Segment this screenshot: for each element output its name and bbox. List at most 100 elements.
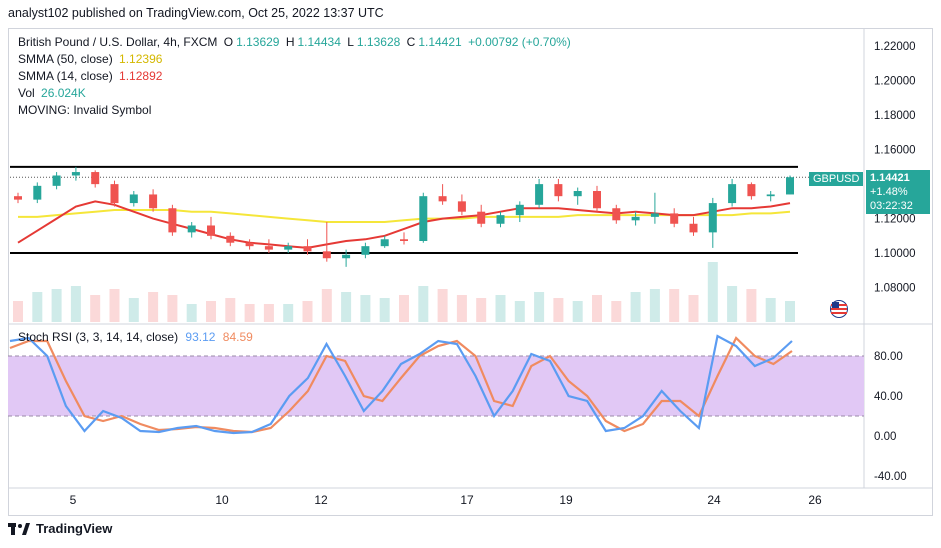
footer-brand[interactable]: TradingView (36, 521, 113, 536)
time-tick-label: 26 (808, 493, 822, 507)
smma50-line (18, 209, 791, 223)
volume-bar (553, 298, 564, 322)
stoch-tick-label: -40.00 (874, 471, 907, 483)
volume-bar (746, 289, 757, 322)
candle-body (380, 239, 389, 247)
candle-body (400, 239, 408, 241)
smma50-label[interactable]: SMMA (50, close) (18, 52, 113, 66)
volume-bar (456, 295, 467, 322)
volume-bar (399, 295, 409, 322)
volume-bar (611, 301, 622, 322)
high-label: H (285, 35, 295, 49)
volume-bar (186, 304, 197, 322)
smma50-value: 1.12396 (119, 52, 163, 66)
vol-label[interactable]: Vol (18, 86, 35, 100)
open-label: O (223, 35, 234, 49)
stoch-tick-label: 80.00 (874, 351, 903, 363)
candle-body (438, 196, 447, 202)
price-tick-label: 1.18000 (874, 110, 916, 122)
candle-body (535, 184, 544, 205)
volume-bar (90, 295, 101, 322)
candle-body (129, 194, 138, 204)
volume-bar (360, 295, 371, 322)
candle-body (728, 184, 737, 204)
volume-bar (206, 301, 216, 322)
volume-bar (225, 298, 236, 322)
volume-bar (302, 301, 313, 322)
candle-body (187, 225, 196, 233)
price-badge: 1.14421 +1.48% 03:22:32 (866, 170, 930, 214)
candle-body (284, 246, 293, 250)
volume-bar (32, 292, 43, 322)
volume-layer (13, 262, 795, 322)
candle-body (747, 184, 756, 197)
candle-body (110, 184, 119, 204)
volume-bar (572, 301, 583, 322)
stoch-label[interactable]: Stoch RSI (3, 3, 14, 14, close) (18, 330, 179, 344)
volume-bar (669, 289, 680, 322)
low-label: L (347, 35, 354, 49)
volume-bar (495, 295, 506, 322)
volume-bar (534, 292, 545, 322)
volume-bar (418, 286, 429, 322)
volume-bar (167, 295, 178, 322)
candle-body (670, 213, 679, 224)
volume-bar (649, 289, 660, 322)
candle-body (419, 196, 428, 241)
stoch-k-value: 93.12 (185, 330, 216, 344)
close-value: 1.14421 (418, 35, 462, 49)
price-tick-label: 1.16000 (874, 145, 916, 157)
candle-body (245, 242, 254, 247)
candle-body (303, 246, 312, 252)
candle-body (515, 204, 524, 216)
flag-icon[interactable] (830, 300, 848, 318)
candle-body (650, 213, 659, 217)
volume-bar (109, 289, 120, 322)
volume-bar (476, 298, 487, 322)
price-tick-label: 1.08000 (874, 283, 916, 295)
symbol-badge: GBPUSD (809, 172, 864, 186)
time-tick-label: 24 (707, 493, 721, 507)
candle-body (786, 177, 794, 195)
vol-value: 26.024K (41, 86, 86, 100)
candle-body (496, 215, 505, 224)
time-tick-label: 19 (559, 493, 573, 507)
price-badge-pct: +1.48% (870, 186, 908, 198)
open-value: 1.13629 (236, 35, 280, 49)
price-tick-label: 1.20000 (874, 76, 916, 88)
publisher-line: analyst102 published on TradingView.com,… (8, 6, 384, 20)
volume-bar (341, 292, 352, 322)
stoch-band (8, 356, 864, 416)
candle-body (361, 246, 370, 255)
smma14-label[interactable]: SMMA (14, close) (18, 69, 113, 83)
price-tick-label: 1.10000 (874, 248, 916, 260)
candle-body (149, 194, 158, 209)
volume-bar (514, 301, 525, 322)
candles-layer (14, 166, 794, 267)
volume-bar (263, 304, 274, 322)
price-tick-label: 1.22000 (874, 41, 916, 53)
volume-bar (51, 289, 62, 322)
candle-body (33, 185, 42, 200)
stoch-layer (8, 334, 864, 435)
chart-frame (8, 28, 933, 516)
price-badge-price: 1.14421 (870, 172, 910, 184)
moving-label[interactable]: MOVING: Invalid Symbol (18, 103, 152, 117)
candle-body (71, 172, 80, 176)
symbol-line[interactable]: British Pound / U.S. Dollar, 4h, FXCM (18, 35, 218, 49)
volume-bar (727, 286, 738, 322)
smma14-value: 1.12892 (119, 69, 163, 83)
volume-bar (765, 298, 776, 322)
candle-body (342, 254, 351, 259)
stoch-k-line (9, 334, 793, 435)
level-lines (10, 165, 864, 255)
volume-bar (321, 289, 332, 322)
volume-bar (437, 289, 448, 322)
candle-body (322, 251, 331, 259)
volume-bar (707, 262, 718, 322)
tradingview-logo-icon[interactable] (8, 522, 30, 535)
candle-body (14, 196, 22, 200)
candle-body (708, 203, 717, 233)
change-value: +0.00792 (+0.70%) (468, 35, 571, 49)
